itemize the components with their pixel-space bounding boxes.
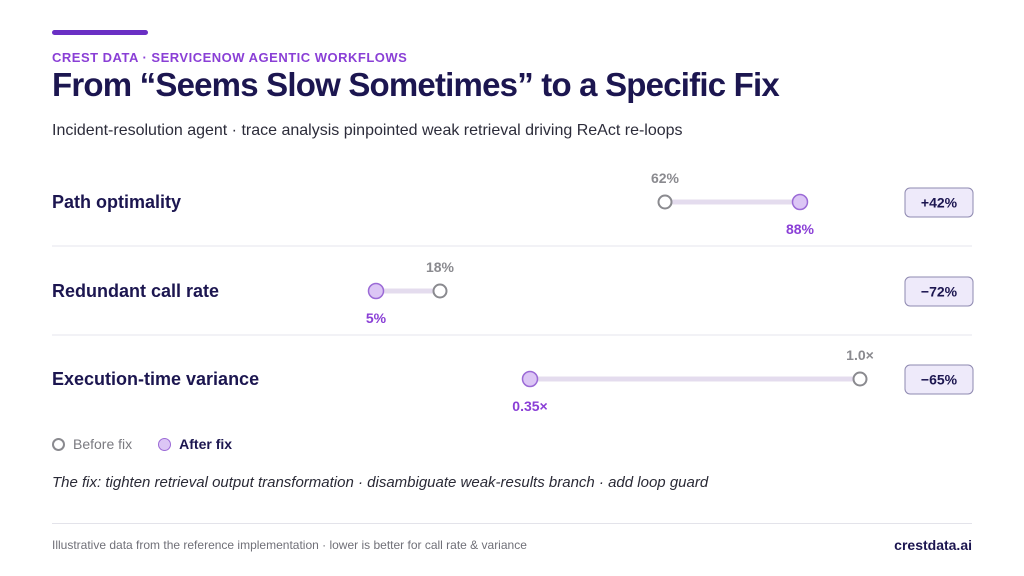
after-marker [521,370,539,388]
before-marker [852,371,868,387]
after-value-label: 0.35× [512,398,547,414]
after-value-label: 88% [786,221,815,237]
page-subtitle: Incident-resolution agent · trace analys… [52,122,683,139]
legend-after-label: After fix [179,436,233,452]
change-badge-label: +42% [921,195,958,211]
metric-label: Redundant call rate [52,281,219,301]
fix-note: The fix: tighten retrieval output transf… [52,474,709,491]
before-marker [657,194,673,210]
page-title: From “Seems Slow Sometimes” to a Specifi… [52,66,780,103]
legend-before-marker [52,437,65,451]
accent-bar [52,30,148,35]
metric-label: Execution-time variance [52,369,259,389]
footer-divider [52,523,972,524]
change-badge [904,364,974,395]
footnote: Illustrative data from the reference imp… [52,538,527,552]
before-value-label: 18% [426,259,455,275]
before-value-label: 1.0× [846,347,874,363]
metric-label: Path optimality [52,192,181,212]
brand-label: crestdata.ai [894,537,972,553]
legend: Before fix After fix [52,436,232,452]
before-marker [432,283,448,299]
legend-before-label: Before fix [73,436,133,452]
after-marker [791,193,809,211]
after-value-label: 5% [366,310,387,326]
legend-after-marker [158,437,172,451]
before-value-label: 62% [651,170,680,186]
after-marker [367,282,385,300]
change-badge [904,187,974,218]
change-badge-label: −65% [921,372,958,388]
eyebrow-label: CREST DATA · SERVICENOW AGENTIC WORKFLOW… [52,50,408,65]
change-badge-label: −72% [921,284,958,300]
change-badge [904,276,974,307]
